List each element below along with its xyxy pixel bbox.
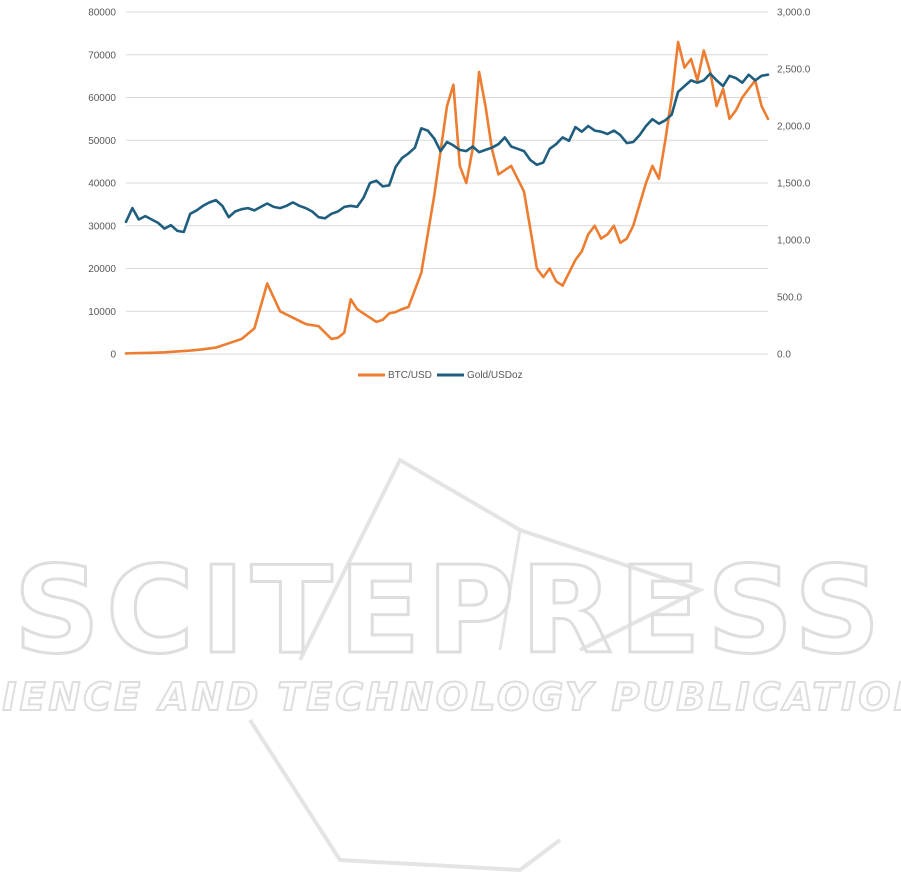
left-axis-tick-label: 10000 [88,307,116,318]
left-axis-ticks: 0 10000 20000 30000 40000 50000 60000 70000 8000… [88,8,116,361]
series-line-btc-usd [124,40,770,355]
right-axis-tick-label: 500.0 [777,293,802,304]
right-axis-tick-label: 1,000.0 [777,236,811,247]
left-axis-tick-label: 30000 [88,221,116,232]
right-axis-tick-label: 0.0 [777,350,791,361]
right-axis-tick-label: 2,000.0 [777,122,811,133]
right-axis-tick-label: 1,500.0 [777,179,811,190]
left-axis-tick-label: 50000 [88,136,116,147]
left-axis-tick-label: 0 [110,350,116,361]
left-axis-tick-label: 40000 [88,179,116,190]
right-axis-tick-label: 3,000.0 [777,8,811,19]
right-axis-tick-label: 2,500.0 [777,65,811,76]
legend-label-gold-usdoz: Gold/USDoz [467,370,523,381]
right-axis-ticks: 0.0 500.0 1,000.0 1,500.0 2,000.0 2,500.0 3,00… [777,8,811,361]
svg-text:SCIENCE AND TECHNOLOGY PUBLICA: SCIENCE AND TECHNOLOGY PUBLICATIONS [0,675,901,719]
gridlines [126,11,768,312]
series-line-gold-usdoz [124,72,770,234]
line-chart: 0 10000 20000 30000 40000 50000 60000 70000 8000… [88,8,811,382]
svg-text:SCITEPRESS: SCITEPRESS [14,542,887,681]
left-axis-tick-label: 60000 [88,93,116,104]
left-axis-tick-label: 80000 [88,8,116,19]
legend-label-btc-usd: BTC/USD [388,370,432,381]
left-axis-tick-label: 70000 [88,50,116,61]
scitepress-watermark-logo: SCITEPRESS SCIENCE AND TECHNOLOGY PUBLIC… [0,457,901,873]
legend: BTC/USD Gold/USDoz [358,370,523,381]
left-axis-tick-label: 20000 [88,264,116,275]
